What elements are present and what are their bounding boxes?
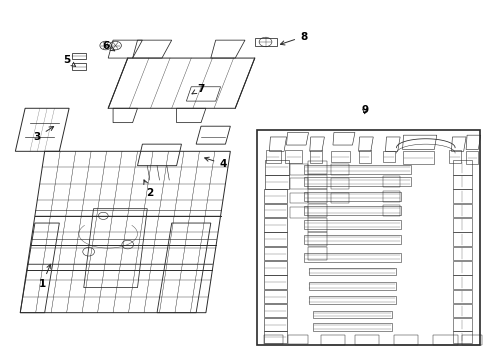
- Bar: [331, 178, 349, 189]
- Bar: [308, 232, 327, 246]
- Text: 2: 2: [144, 180, 153, 198]
- Bar: [453, 218, 472, 231]
- Bar: [304, 177, 411, 186]
- Bar: [304, 235, 401, 244]
- Bar: [290, 193, 308, 203]
- Bar: [264, 335, 283, 344]
- Bar: [308, 218, 327, 231]
- Bar: [394, 334, 418, 345]
- Bar: [331, 151, 350, 162]
- Bar: [383, 205, 400, 216]
- Bar: [290, 207, 308, 218]
- Bar: [383, 151, 395, 162]
- Bar: [321, 334, 345, 345]
- Bar: [331, 164, 349, 175]
- Bar: [453, 189, 472, 203]
- Bar: [266, 150, 281, 163]
- Text: 5: 5: [63, 55, 75, 67]
- Bar: [285, 150, 302, 163]
- Bar: [304, 165, 411, 174]
- Bar: [453, 247, 472, 260]
- Bar: [304, 220, 401, 229]
- Bar: [403, 152, 434, 164]
- Bar: [310, 150, 322, 163]
- Bar: [308, 175, 327, 189]
- Text: 3: 3: [34, 126, 53, 142]
- Bar: [308, 189, 327, 203]
- Bar: [257, 130, 480, 345]
- Bar: [453, 232, 472, 246]
- Text: 9: 9: [361, 105, 368, 115]
- Bar: [359, 150, 371, 163]
- Text: 7: 7: [192, 84, 205, 94]
- Bar: [453, 290, 472, 303]
- Bar: [453, 261, 472, 275]
- Bar: [314, 311, 392, 319]
- Bar: [309, 282, 396, 290]
- Bar: [453, 305, 472, 318]
- Text: 8: 8: [280, 32, 307, 45]
- Bar: [453, 160, 472, 175]
- Bar: [308, 161, 327, 174]
- Text: 4: 4: [205, 157, 227, 169]
- Bar: [453, 204, 472, 217]
- Bar: [304, 206, 401, 215]
- Bar: [466, 152, 478, 164]
- Bar: [355, 334, 379, 345]
- Bar: [463, 334, 482, 345]
- Bar: [304, 192, 401, 201]
- Bar: [453, 319, 472, 330]
- Bar: [309, 296, 396, 304]
- Text: 6: 6: [102, 41, 115, 51]
- Bar: [308, 247, 327, 260]
- Bar: [383, 191, 400, 202]
- Bar: [383, 176, 400, 187]
- Bar: [453, 175, 472, 189]
- Bar: [309, 267, 396, 275]
- Bar: [449, 150, 461, 163]
- Bar: [290, 164, 308, 175]
- Bar: [433, 334, 458, 345]
- Bar: [288, 335, 308, 344]
- Bar: [290, 178, 308, 189]
- Bar: [314, 323, 392, 331]
- Bar: [453, 331, 472, 343]
- Bar: [304, 253, 401, 262]
- Bar: [308, 204, 327, 217]
- Bar: [331, 193, 349, 203]
- Bar: [453, 275, 472, 289]
- Text: 1: 1: [39, 264, 51, 289]
